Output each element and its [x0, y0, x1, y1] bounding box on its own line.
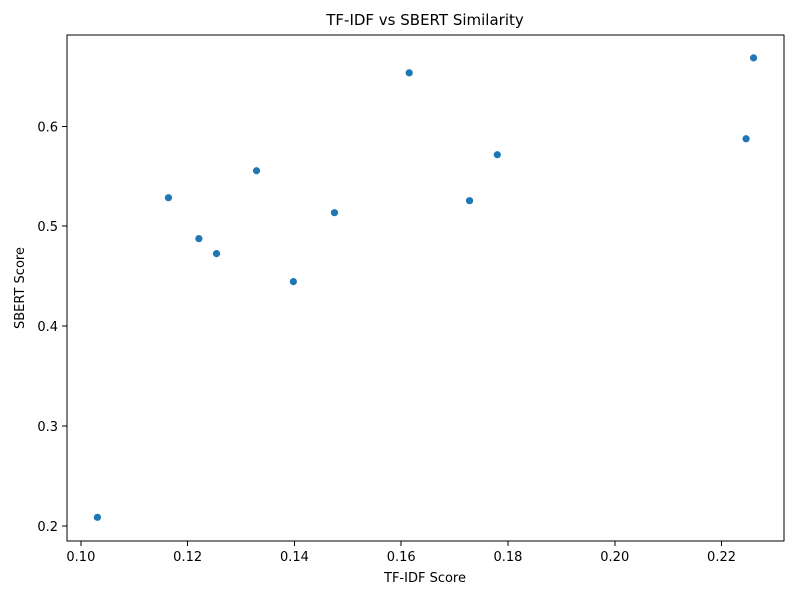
y-tick-label: 0.2 [37, 520, 58, 535]
data-point [164, 194, 173, 202]
x-tick-label: 0.20 [600, 550, 629, 565]
x-axis-ticks: 0.10 0.12 0.14 0.16 0.18 0.20 0.22 [66, 541, 736, 565]
y-tick-label: 0.6 [37, 120, 58, 135]
data-point [465, 197, 474, 205]
x-tick-label: 0.10 [66, 550, 95, 565]
data-point [493, 151, 501, 159]
data-point [93, 513, 102, 521]
y-axis-ticks: 0.2 0.3 0.4 0.5 0.6 [37, 120, 67, 535]
x-axis-label: TF-IDF Score [383, 571, 466, 586]
y-tick-label: 0.3 [37, 420, 58, 435]
y-tick-label: 0.4 [37, 320, 58, 335]
x-tick-label: 0.22 [707, 550, 736, 565]
data-point [252, 167, 261, 175]
y-axis-label: SBERT Score [13, 247, 28, 329]
data-point [289, 278, 297, 286]
x-tick-label: 0.16 [387, 550, 416, 565]
data-point [405, 69, 413, 77]
data-point [742, 135, 750, 143]
data-point [195, 235, 203, 243]
x-tick-label: 0.12 [173, 550, 202, 565]
x-tick-label: 0.14 [280, 550, 309, 565]
data-point [212, 250, 221, 258]
data-point [749, 54, 758, 62]
chart-title: TF-IDF vs SBERT Similarity [325, 11, 524, 29]
plot-frame [66, 34, 785, 542]
y-tick-label: 0.5 [37, 220, 58, 235]
data-points [93, 54, 758, 521]
data-point [330, 209, 339, 217]
x-tick-label: 0.18 [494, 550, 523, 565]
